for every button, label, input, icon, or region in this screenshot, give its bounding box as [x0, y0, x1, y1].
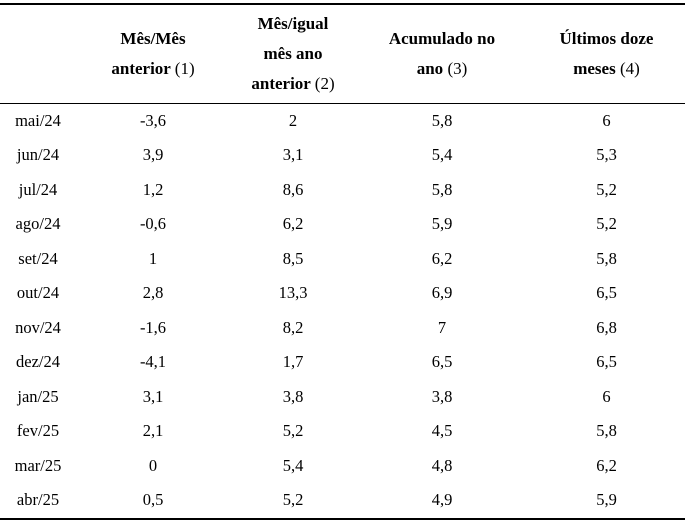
month-cell: fev/25: [16, 421, 60, 441]
value-cell: 4,5: [431, 421, 453, 441]
value-cell: -0,6: [139, 214, 167, 234]
table-row: set/24 1 8,5 6,2 5,8: [0, 242, 685, 277]
table-row: ago/24 -0,6 6,2 5,9 5,2: [0, 207, 685, 242]
table-row: jun/24 3,9 3,1 5,4 5,3: [0, 138, 685, 173]
value-cell: 5,4: [282, 455, 304, 475]
month-cell: mai/24: [15, 110, 61, 130]
header-line: Mês/Mês: [120, 28, 186, 48]
month-cell: ago/24: [15, 214, 61, 234]
value-cell: 8,5: [282, 248, 304, 268]
header-ref-number: (3): [447, 58, 468, 78]
value-cell: 5,4: [431, 145, 453, 165]
value-cell: 5,2: [282, 421, 304, 441]
month-cell: jan/25: [17, 386, 59, 406]
month-cell: set/24: [18, 248, 58, 268]
corner-cell: [0, 4, 76, 104]
value-cell: 8,6: [282, 179, 304, 199]
value-cell: 3,9: [142, 145, 164, 165]
month-cell: jul/24: [18, 179, 58, 199]
header-ref-number: (4): [619, 58, 640, 78]
header-line: ano (3): [416, 58, 468, 78]
value-cell: -4,1: [139, 352, 167, 372]
value-cell: 5,3: [596, 145, 617, 165]
value-cell: 0: [148, 455, 158, 475]
value-cell: 3,1: [282, 145, 304, 165]
value-cell: 0,5: [142, 490, 164, 510]
header-line: mês ano: [263, 43, 323, 63]
table-body: mai/24 -3,6 2 5,8 6 jun/24 3,9 3,1 5,4 5…: [0, 103, 685, 519]
table-header: Mês/Mês anterior (1) Mês/igual mês ano a…: [0, 4, 685, 104]
header-row: Mês/Mês anterior (1) Mês/igual mês ano a…: [0, 4, 685, 104]
value-cell: 6,2: [596, 455, 617, 475]
value-cell: 8,2: [282, 317, 304, 337]
value-cell: 5,8: [596, 248, 617, 268]
value-cell: -1,6: [139, 317, 167, 337]
header-line: Mês/igual: [257, 13, 329, 33]
month-cell: out/24: [16, 283, 60, 303]
column-header-mes-mes-anterior: Mês/Mês anterior (1): [76, 4, 230, 104]
value-cell: 5,9: [596, 490, 617, 510]
value-cell: 5,9: [431, 214, 453, 234]
table-row: out/24 2,8 13,3 6,9 6,5: [0, 276, 685, 311]
table-row: jan/25 3,1 3,8 3,8 6: [0, 380, 685, 415]
value-cell: 5,8: [596, 421, 617, 441]
value-cell: 2: [288, 110, 298, 130]
month-cell: dez/24: [16, 352, 60, 372]
value-cell: 6,5: [596, 283, 617, 303]
month-cell: jun/24: [16, 145, 60, 165]
table-row: mai/24 -3,6 2 5,8 6: [0, 103, 685, 138]
value-cell: 5,2: [282, 490, 304, 510]
table-row: fev/25 2,1 5,2 4,5 5,8: [0, 414, 685, 449]
monthly-indicators-table: Mês/Mês anterior (1) Mês/igual mês ano a…: [0, 3, 685, 520]
header-line: Acumulado no: [388, 28, 496, 48]
table-row: dez/24 -4,1 1,7 6,5 6,5: [0, 345, 685, 380]
value-cell: 6: [602, 110, 611, 130]
header-line: Últimos doze: [559, 28, 654, 48]
value-cell: 3,8: [431, 386, 453, 406]
value-cell: 2,1: [142, 421, 164, 441]
value-cell: 5,8: [431, 110, 453, 130]
header-line: anterior (2): [251, 73, 335, 93]
value-cell: 13,3: [278, 283, 308, 303]
value-cell: 3,1: [142, 386, 164, 406]
value-cell: 6,5: [431, 352, 453, 372]
value-cell: 6,2: [282, 214, 304, 234]
header-ref-number: (2): [314, 73, 335, 93]
table-row: mar/25 0 5,4 4,8 6,2: [0, 449, 685, 484]
column-header-ultimos-doze-meses: Últimos doze meses (4): [528, 4, 685, 104]
value-cell: 1,2: [142, 179, 164, 199]
table-row: nov/24 -1,6 8,2 7 6,8: [0, 311, 685, 346]
value-cell: 5,2: [596, 214, 617, 234]
value-cell: 2,8: [142, 283, 164, 303]
column-header-mes-igual-mes-ano-anterior: Mês/igual mês ano anterior (2): [230, 4, 356, 104]
value-cell: 6,8: [596, 317, 617, 337]
month-cell: abr/25: [16, 490, 60, 510]
column-header-acumulado-no-ano: Acumulado no ano (3): [356, 4, 528, 104]
table-row: jul/24 1,2 8,6 5,8 5,2: [0, 173, 685, 208]
value-cell: 4,8: [431, 455, 453, 475]
value-cell: 6,5: [596, 352, 617, 372]
header-line: meses (4): [573, 58, 640, 78]
value-cell: 5,2: [596, 179, 617, 199]
table-row: abr/25 0,5 5,2 4,9 5,9: [0, 483, 685, 519]
header-line: anterior (1): [111, 58, 195, 78]
header-ref-number: (1): [174, 58, 195, 78]
value-cell: 6,9: [431, 283, 453, 303]
value-cell: -3,6: [139, 110, 167, 130]
value-cell: 1: [148, 248, 158, 268]
value-cell: 7: [437, 317, 447, 337]
value-cell: 1,7: [282, 352, 304, 372]
value-cell: 5,8: [431, 179, 453, 199]
value-cell: 4,9: [431, 490, 453, 510]
value-cell: 6: [602, 386, 611, 406]
month-cell: nov/24: [15, 317, 61, 337]
month-cell: mar/25: [14, 455, 62, 475]
value-cell: 3,8: [282, 386, 304, 406]
value-cell: 6,2: [431, 248, 453, 268]
